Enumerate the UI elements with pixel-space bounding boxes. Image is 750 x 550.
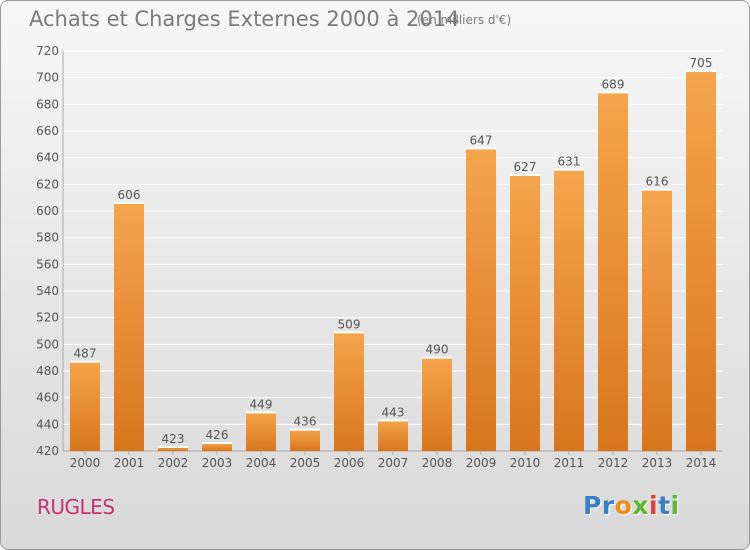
y-tick-label: 600 [36,204,59,218]
x-tick-label: 2013 [642,456,673,470]
y-tick-label: 620 [36,177,59,191]
logo-letter: i [649,491,659,520]
y-tick-label: 460 [36,391,59,405]
data-label: 627 [514,160,537,174]
logo-letter: t [658,491,671,520]
y-tick-label: 440 [36,417,59,431]
bar [70,361,100,451]
y-tick-label: 520 [36,311,59,325]
data-label: 423 [162,432,185,446]
logo-letter: P [583,491,602,520]
y-tick-label: 680 [36,97,59,111]
x-tick-label: 2009 [466,456,497,470]
logo-letter: r [601,491,615,520]
y-tick-label: 560 [36,257,59,271]
x-tick-label: 2006 [334,456,365,470]
x-tick-label: 2005 [290,456,321,470]
x-tick-label: 2000 [70,456,101,470]
x-tick-label: 2003 [202,456,233,470]
x-tick-label: 2014 [686,456,717,470]
y-tick-label: 660 [36,124,59,138]
bar [114,203,144,451]
data-label: 647 [470,133,493,147]
bar [642,189,672,451]
data-label: 443 [382,405,405,419]
bar [422,357,452,451]
bar [246,412,276,451]
x-tick-label: 2007 [378,456,409,470]
y-tick-label: 480 [36,364,59,378]
bar [686,71,716,451]
x-tick-label: 2008 [422,456,453,470]
logo-letter: i [670,491,680,520]
data-label: 509 [338,317,361,331]
y-tick-label: 580 [36,231,59,245]
data-label: 689 [602,77,625,91]
y-tick-label: 640 [36,151,59,165]
bar [378,420,408,451]
y-tick-label: 420 [36,444,59,458]
x-tick-label: 2011 [554,456,585,470]
data-label: 705 [690,56,713,70]
data-label: 490 [426,343,449,357]
chart-title: Achats et Charges Externes 2000 à 2014 [29,7,460,31]
data-label: 449 [250,397,273,411]
y-tick-label: 700 [36,71,59,85]
logo-letter: o [614,491,633,520]
data-label: 631 [558,155,581,169]
data-label: 487 [74,347,97,361]
bar [202,443,232,451]
bar [466,148,496,452]
proxiti-logo: Proxiti [583,491,680,520]
y-tick-label: 500 [36,337,59,351]
data-label: 606 [118,188,141,202]
x-tick-label: 2002 [158,456,189,470]
bar [290,429,320,451]
bar [598,92,628,451]
y-tick-label: 540 [36,284,59,298]
bar [158,447,188,451]
y-tick-label: 720 [36,44,59,58]
chart-unit: (en milliers d'€) [417,13,512,27]
data-label: 436 [294,415,317,429]
bar [554,169,584,451]
commune-name: RUGLES [37,495,115,519]
x-tick-label: 2012 [598,456,629,470]
logo-letter: x [632,491,649,520]
bar [334,332,364,451]
x-tick-label: 2001 [114,456,145,470]
x-tick-label: 2010 [510,456,541,470]
data-label: 426 [206,428,229,442]
data-label: 616 [646,175,669,189]
x-tick-label: 2004 [246,456,277,470]
bar [510,175,540,451]
